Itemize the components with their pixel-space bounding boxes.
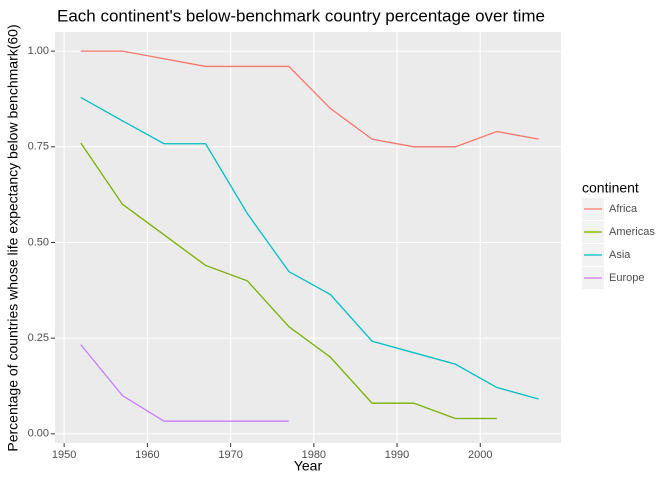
y-tick-label: 0.25 (28, 332, 49, 344)
legend-label: Americas (609, 226, 655, 238)
legend-label: Europe (609, 272, 644, 284)
line-series (80, 96, 539, 400)
legend-title: continent (582, 180, 639, 196)
y-tick-label: 0.75 (28, 141, 49, 153)
x-tick-label: 1970 (218, 449, 242, 461)
legend-label: Asia (609, 249, 631, 261)
panel (55, 32, 561, 443)
x-tick-label: 1990 (385, 449, 409, 461)
y-tick-label: 0.00 (28, 428, 49, 440)
x-tick-label: 1980 (302, 449, 326, 461)
y-tick-label: 1.00 (28, 45, 49, 57)
x-axis-label: Year (294, 458, 323, 474)
y-tick-label: 0.50 (28, 236, 49, 248)
legend-label: Africa (609, 203, 638, 215)
line-series (80, 344, 289, 422)
x-tick-label: 1960 (135, 449, 159, 461)
line-series (80, 50, 539, 148)
line-series (80, 142, 497, 420)
y-axis-label: Percentage of countries whose life expec… (5, 24, 21, 451)
x-tick-label: 1950 (52, 449, 76, 461)
x-tick-label: 2000 (468, 449, 492, 461)
chart-title: Each continent's below-benchmark country… (57, 6, 545, 25)
